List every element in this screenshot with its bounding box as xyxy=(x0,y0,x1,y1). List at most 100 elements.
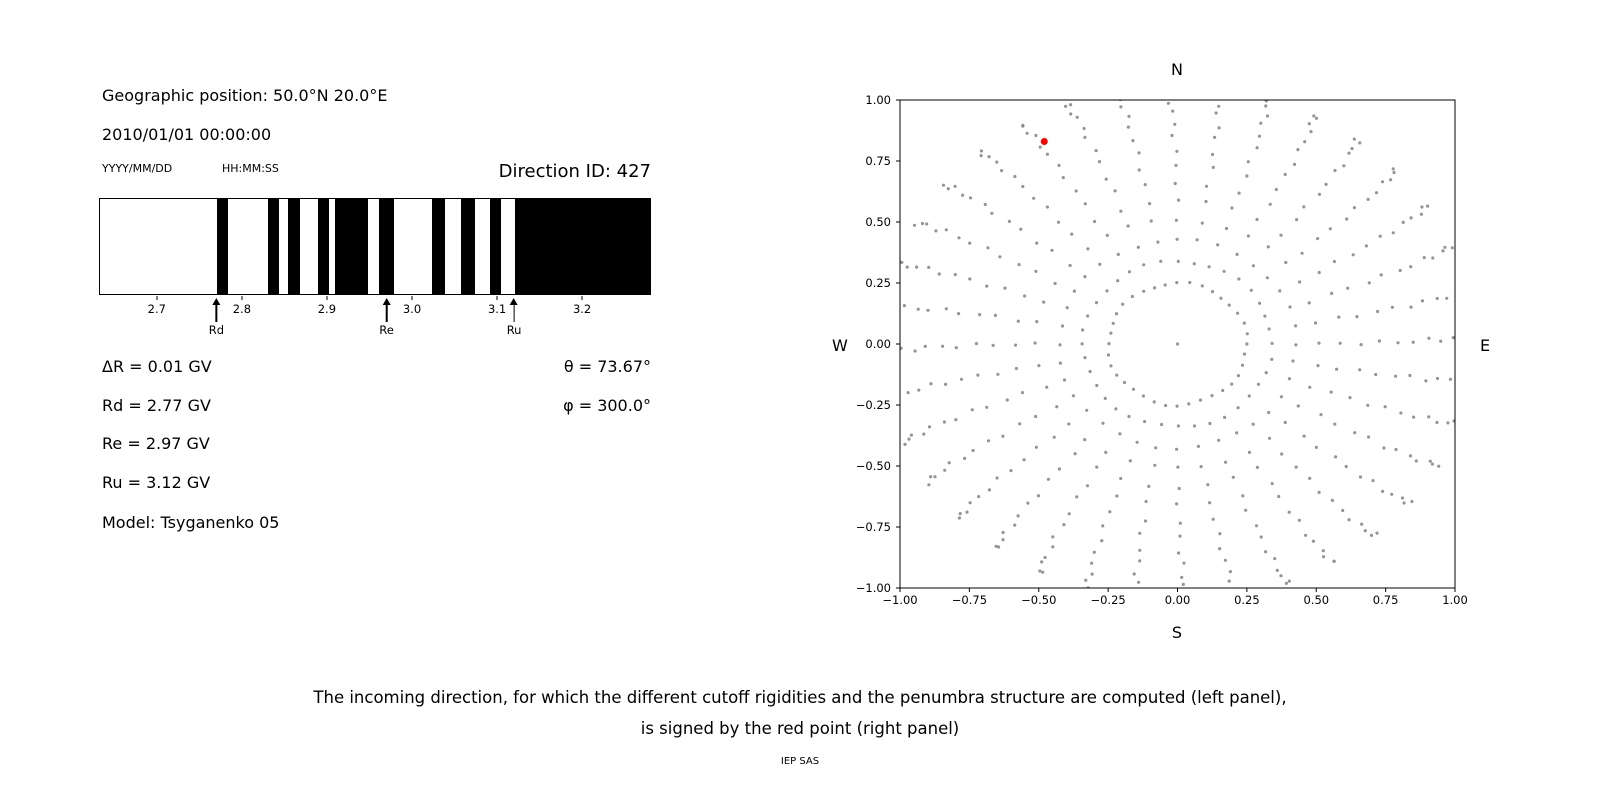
direction-dot xyxy=(1360,522,1364,526)
direction-dot xyxy=(1170,92,1173,95)
model-label: Model: Tsyganenko 05 xyxy=(102,513,280,532)
direction-dot xyxy=(1374,372,1378,377)
direction-dot xyxy=(1394,374,1398,378)
direction-dot xyxy=(1174,163,1178,167)
direction-dot xyxy=(1127,114,1131,118)
direction-dot xyxy=(1280,452,1284,456)
direction-dot xyxy=(995,160,999,164)
direction-dot xyxy=(1359,343,1363,347)
direction-dot xyxy=(1173,181,1177,186)
direction-dot xyxy=(1019,227,1023,231)
direction-dot xyxy=(1160,422,1164,427)
arrow-stem xyxy=(513,305,515,322)
direction-dot xyxy=(1218,547,1222,551)
direction-dot xyxy=(1075,495,1079,499)
direction-dot xyxy=(1390,492,1394,496)
direction-dot xyxy=(1137,151,1141,155)
direction-dot xyxy=(1245,174,1249,178)
marker-label: Ru xyxy=(506,323,522,337)
forbidden-band xyxy=(268,199,280,294)
x-tick-label: −1.00 xyxy=(882,593,918,607)
y-tick-label: 0.00 xyxy=(865,337,891,351)
direction-dot xyxy=(1083,135,1087,139)
direction-dot xyxy=(1284,260,1288,265)
direction-dot xyxy=(1119,209,1123,213)
direction-dot xyxy=(1270,357,1274,361)
x-tick-mark xyxy=(156,296,158,300)
direction-dot xyxy=(1247,394,1251,398)
direction-dot xyxy=(1264,371,1268,375)
marker-label: Rd xyxy=(208,323,225,337)
direction-dot xyxy=(1178,534,1182,538)
direction-dot xyxy=(1032,196,1036,200)
direction-dot xyxy=(1302,434,1306,438)
direction-dot xyxy=(1098,262,1102,266)
direction-dot xyxy=(963,456,967,460)
direction-dot xyxy=(1143,519,1148,523)
direction-dot xyxy=(1363,529,1367,533)
direction-dot xyxy=(1230,382,1234,386)
direction-dot xyxy=(1242,352,1247,356)
direction-dot xyxy=(1058,343,1062,347)
direction-dot xyxy=(1255,217,1259,222)
direction-dot xyxy=(1246,160,1250,164)
direction-dot xyxy=(1346,286,1350,290)
direction-dot xyxy=(1256,382,1261,386)
direction-dot xyxy=(1020,391,1025,395)
direction-dot xyxy=(1381,489,1385,493)
x-tick-mark xyxy=(496,296,498,300)
direction-dot xyxy=(1316,364,1320,368)
direction-dot xyxy=(1111,92,1114,94)
direction-dot xyxy=(1419,212,1423,216)
direction-dot xyxy=(1263,314,1267,318)
direction-dot xyxy=(1211,517,1215,521)
direction-dot xyxy=(968,196,973,200)
direction-dot xyxy=(944,307,948,311)
direction-dot xyxy=(1240,363,1245,367)
direction-dot xyxy=(900,260,904,264)
direction-id-label: Direction ID: 427 xyxy=(498,161,651,182)
direction-dot xyxy=(1148,202,1152,206)
direction-dot xyxy=(1231,475,1235,479)
direction-dot xyxy=(961,193,965,197)
direction-dot xyxy=(1082,126,1086,131)
direction-dot xyxy=(1246,234,1250,238)
arrow-up-icon xyxy=(212,298,221,305)
direction-dot xyxy=(1128,459,1132,463)
direction-dot xyxy=(1094,301,1099,305)
direction-dot xyxy=(1309,130,1313,134)
direction-dot xyxy=(1200,284,1204,288)
arrow-stem xyxy=(215,305,218,322)
direction-dot xyxy=(1249,288,1253,292)
direction-dot xyxy=(925,222,929,226)
direction-dot xyxy=(1137,580,1141,584)
direction-dot xyxy=(1052,435,1056,439)
direction-dot xyxy=(1045,152,1049,156)
direction-map-plot xyxy=(896,92,1456,592)
direction-dot xyxy=(1265,276,1269,280)
direction-dot xyxy=(1181,582,1185,586)
direction-dot xyxy=(1379,273,1383,277)
direction-dot xyxy=(1116,279,1120,283)
direction-dot xyxy=(1300,251,1304,255)
direction-dot xyxy=(1312,114,1316,118)
direction-dot xyxy=(1333,168,1337,173)
direction-dot xyxy=(1448,377,1453,381)
direction-dot xyxy=(1392,170,1396,175)
direction-dot xyxy=(1153,463,1157,467)
direction-dot xyxy=(1435,376,1440,381)
direction-dot xyxy=(1086,247,1090,251)
direction-dot xyxy=(1135,440,1139,444)
direction-dot xyxy=(1142,289,1146,293)
direction-dot xyxy=(1329,390,1333,394)
direction-dot xyxy=(917,388,921,392)
direction-dot xyxy=(1211,165,1215,169)
direction-dot xyxy=(976,373,980,377)
direction-dot xyxy=(1001,530,1005,535)
direction-dot xyxy=(1104,450,1108,454)
direction-dot xyxy=(1377,339,1381,343)
penumbra-plot xyxy=(99,198,651,295)
direction-dot xyxy=(1208,501,1212,505)
direction-dot xyxy=(1371,479,1375,483)
direction-dot xyxy=(1236,311,1240,315)
